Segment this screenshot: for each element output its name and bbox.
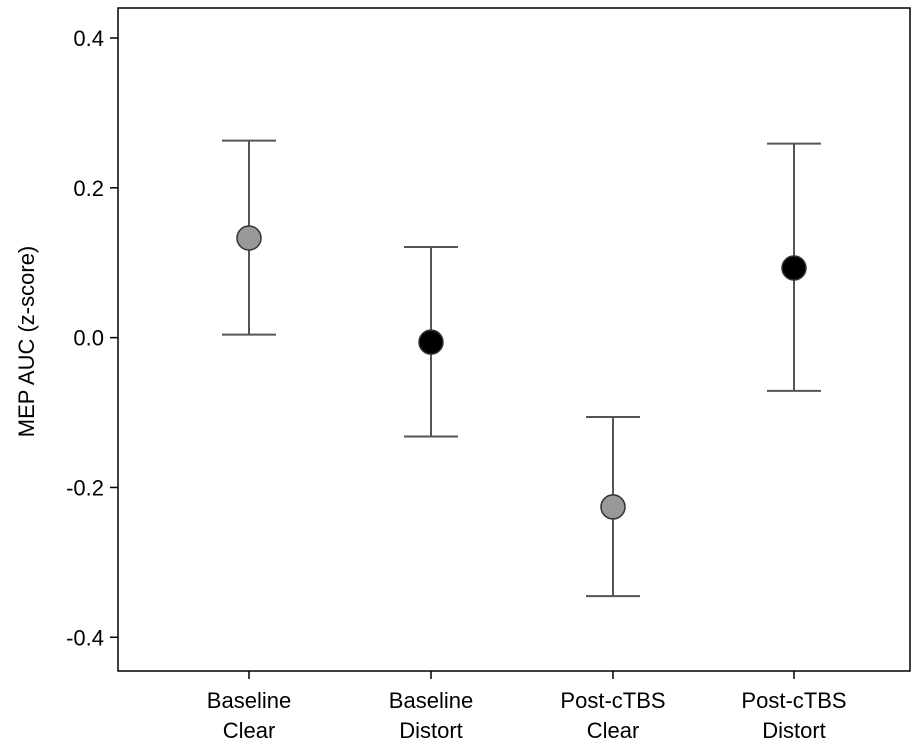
x-category-label-line1: Post-cTBS [560, 688, 665, 713]
mean-marker [418, 329, 444, 355]
mean-marker [600, 494, 626, 520]
x-category-label-line1: Baseline [389, 688, 473, 713]
mean-marker [236, 225, 262, 251]
y-tick-label: -0.4 [66, 625, 104, 650]
y-tick-label: 0.4 [73, 26, 104, 51]
x-category-label-line1: Post-cTBS [741, 688, 846, 713]
error-bar-group [222, 139, 276, 336]
x-axis: Baseline Clear Baseline Distort Post-cTBS Cle… [207, 671, 847, 743]
y-axis-title: MEP AUC (z-score) [14, 246, 39, 438]
mean-marker [781, 255, 807, 281]
error-bar-group [586, 416, 640, 598]
error-bar-group [767, 142, 821, 392]
x-category-label-line2: Clear [223, 718, 276, 743]
x-category-label-line2: Clear [587, 718, 640, 743]
plot-area-frame [117, 7, 911, 672]
y-tick-label: 0.0 [73, 326, 104, 351]
x-category-label-line2: Distort [399, 718, 463, 743]
error-bar-group [404, 245, 458, 438]
x-category-label-line2: Distort [762, 718, 826, 743]
y-axis: 0.4 0.2 0.0 -0.2 -0.4 [66, 26, 118, 650]
y-tick-label: -0.2 [66, 475, 104, 500]
x-category-label-line1: Baseline [207, 688, 291, 713]
data-series [222, 139, 821, 598]
y-tick-label: 0.2 [73, 176, 104, 201]
